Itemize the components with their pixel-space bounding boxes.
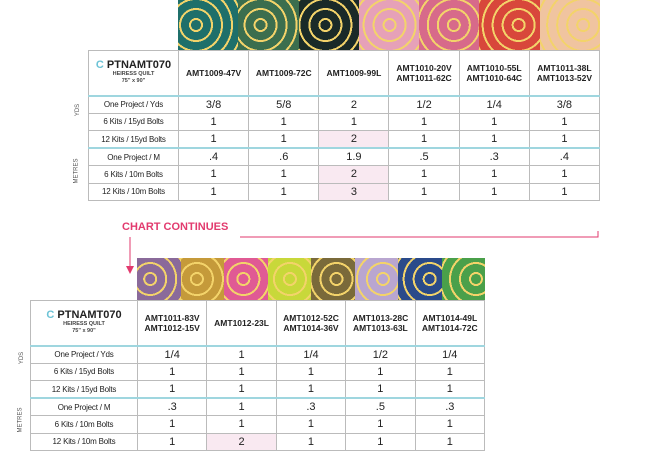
value-cell: 1: [345, 380, 416, 399]
fabric-swatch: [539, 0, 600, 50]
column-header: AMT1009-47V: [177, 50, 250, 96]
fabric-swatch: [358, 0, 420, 50]
fabric-swatch: [354, 258, 398, 300]
value-cell: 1: [206, 397, 277, 416]
fabric-swatch-strip: [178, 0, 600, 50]
table-row: One Project / M .4.6 1.9.5.3.4: [88, 147, 601, 166]
value-cell: 1: [528, 182, 601, 201]
value-cell: 1: [136, 415, 208, 434]
value-cell: .3: [414, 397, 486, 416]
column-header: AMT1013-28C AMT1013-63L: [345, 300, 416, 346]
value-cell: 1/2: [345, 344, 416, 364]
value-cell: 1: [414, 415, 486, 434]
fabric-swatch: [178, 0, 239, 50]
value-cell: 2: [206, 432, 277, 451]
side-label-metres-2: METRES: [17, 407, 24, 433]
fabric-swatch: [180, 258, 224, 300]
value-cell: 1: [206, 362, 277, 381]
value-cell: 1: [275, 362, 347, 381]
pattern-code: PTNAMT070: [57, 309, 122, 322]
value-cell: 1: [345, 362, 416, 381]
value-cell: 1: [206, 380, 277, 399]
chart-continues-label: CHART CONTINUES: [122, 221, 229, 233]
fabric-swatch: [419, 0, 480, 50]
quilt-size: 75" x 90": [72, 328, 96, 335]
column-header: AMT1010-20V AMT1011-62C: [388, 50, 460, 96]
value-cell: 1/4: [275, 344, 347, 364]
value-cell: 1: [136, 362, 208, 381]
value-cell: 1: [136, 380, 208, 399]
row-label: 12 Kits / 10m Bolts: [30, 432, 138, 451]
quilt-name: HEIRESS QUILT: [112, 71, 155, 78]
yardage-table-continued: C PTNAMT070 HEIRESS QUILT 75" x 90" AMT1011…: [30, 300, 486, 451]
table-row: 12 Kits / 10m Bolts 1 2 1 1 1: [30, 432, 486, 451]
value-cell: 1: [345, 432, 416, 451]
table-row: 6 Kits / 10m Bolts 1 1 1 1 1: [30, 415, 486, 434]
quilt-name: HEIRESS QUILT: [63, 321, 105, 328]
value-cell: 2: [318, 130, 390, 149]
yardage-table: C PTNAMT070 HEIRESS QUILT 75" x 90" AMT1009…: [88, 50, 601, 201]
quilt-size: 75" x 90": [121, 78, 146, 85]
header-row: C PTNAMT070 HEIRESS QUILT 75" x 90" AMT1009…: [88, 50, 601, 96]
row-label: One Project / Yds: [30, 344, 138, 364]
table-row: One Project / Yds 3/8 5/8 2 1/2 1/4 3/8: [88, 94, 601, 114]
value-cell: 1: [275, 432, 347, 451]
column-header: AMT1010-55L AMT1010-64C: [458, 50, 530, 96]
value-cell: 1: [206, 344, 277, 364]
fabric-swatch: [311, 258, 355, 300]
title-prefix: C: [46, 309, 55, 322]
column-header: AMT1012-52C AMT1014-36V: [275, 300, 347, 346]
table-row: 6 Kits / 15yd Bolts 1 1 1 1 1: [30, 362, 486, 381]
row-label: 6 Kits / 15yd Bolts: [30, 362, 138, 381]
table-row: One Project / M .3 1.3.5.3: [30, 397, 486, 416]
fabric-swatch: [137, 258, 181, 300]
value-cell: 1: [136, 432, 208, 451]
column-header: AMT1011-38L AMT1013-52V: [528, 50, 601, 96]
column-header: AMT1012-23L: [206, 300, 277, 346]
value-cell: 1: [206, 415, 277, 434]
value-cell: 1/4: [414, 344, 486, 364]
fabric-swatch: [298, 0, 359, 50]
value-cell: .3: [136, 397, 208, 416]
fabric-swatch: [441, 258, 485, 300]
column-header: AMT1011-83V AMT1012-15V: [136, 300, 208, 346]
value-cell: 1: [275, 415, 347, 434]
value-cell: .5: [345, 397, 416, 416]
value-cell: 1: [414, 380, 486, 399]
table-row: 12 Kits / 10m Bolts 1 1 3 1 1 1: [88, 182, 601, 201]
value-cell: .3: [275, 397, 347, 416]
row-label: 12 Kits / 15yd Bolts: [30, 380, 138, 399]
value-cell: 1: [345, 415, 416, 434]
fabric-swatch: [398, 258, 442, 300]
fabric-swatch: [238, 0, 299, 50]
column-header: AMT1014-49L AMT1014-72C: [414, 300, 486, 346]
side-label-yds-2: YDS: [19, 351, 26, 365]
pattern-code: PTNAMT070: [106, 59, 172, 72]
fabric-swatch-strip-2: [137, 258, 485, 300]
fabric-swatch: [479, 0, 540, 50]
row-label: 6 Kits / 10m Bolts: [30, 415, 138, 434]
fabric-swatch: [224, 258, 268, 300]
column-header: AMT1009-99L: [318, 50, 390, 96]
value-cell: 1: [275, 380, 347, 399]
title-prefix: C: [95, 59, 104, 72]
value-cell: 1/4: [136, 344, 208, 364]
row-label: One Project / M: [30, 397, 138, 416]
quilt-title-cell: C PTNAMT070 HEIRESS QUILT 75" x 90": [30, 300, 138, 346]
table-row: One Project / Yds 1/4 1 1/4 1/2 1/4: [30, 344, 486, 364]
table-row: 12 Kits / 15yd Bolts 1 1 1 1 1: [30, 380, 486, 399]
value-cell: 1: [414, 362, 486, 381]
fabric-swatch: [267, 258, 311, 300]
value-cell: 1: [414, 432, 486, 451]
table-row: 12 Kits / 15yd Bolts 1 1 2 1 1 1: [88, 130, 601, 149]
header-row: C PTNAMT070 HEIRESS QUILT 75" x 90" AMT1011…: [30, 300, 486, 346]
